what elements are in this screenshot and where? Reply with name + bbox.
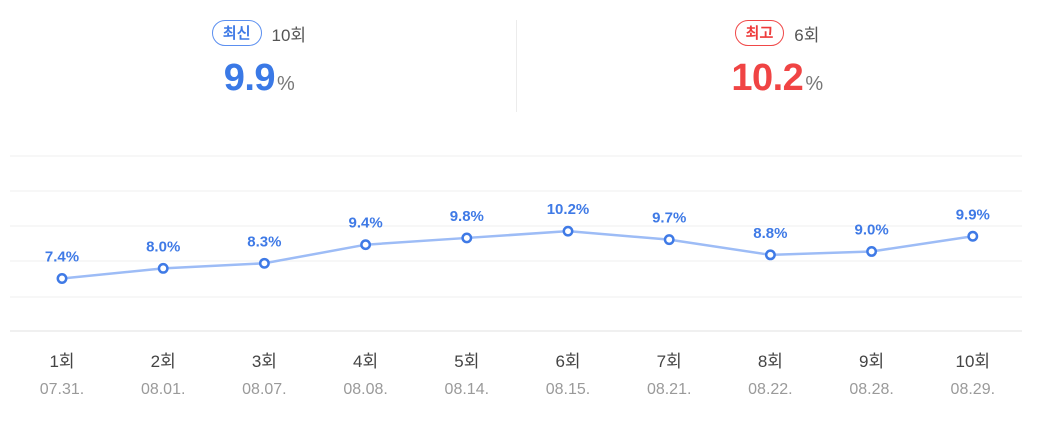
data-label: 8.0%	[146, 238, 180, 255]
episode-label: 7회	[656, 352, 682, 371]
data-label: 10.2%	[547, 201, 590, 218]
air-date-label: 08.07.	[242, 381, 287, 398]
episode-label: 6회	[555, 352, 581, 371]
latest-episode: 10회	[271, 25, 307, 45]
x-tick-label: 2회 08.01.	[118, 351, 208, 401]
data-point	[56, 273, 68, 284]
air-date-label: 08.15.	[545, 381, 591, 398]
data-point	[866, 246, 878, 257]
episode-label: 4회	[353, 352, 379, 371]
data-point	[461, 232, 473, 244]
x-tick-label: 5회 08.14.	[422, 351, 512, 401]
air-date-label: 08.01.	[140, 381, 186, 398]
data-label: 7.4%	[45, 249, 79, 266]
air-date-label: 08.08.	[343, 381, 388, 398]
episode-label: 1회	[49, 352, 75, 371]
data-point	[157, 262, 169, 274]
latest-rating-value: 9.9	[223, 57, 276, 99]
data-point	[663, 234, 675, 246]
x-tick-label: 10회 08.29.	[928, 351, 1018, 401]
episode-label: 9회	[859, 352, 885, 371]
data-label: 9.7%	[652, 210, 686, 227]
best-rating-unit: %	[805, 73, 823, 95]
data-point	[562, 225, 574, 237]
data-label: 9.0%	[854, 221, 888, 238]
air-date-label: 08.22.	[748, 381, 793, 398]
episode-label: 10회	[955, 352, 991, 371]
latest-rating-unit: %	[277, 73, 295, 95]
data-label: 9.9%	[956, 206, 990, 223]
data-label: 9.8%	[450, 208, 484, 225]
data-point	[764, 249, 776, 261]
latest-badge: 최신	[211, 20, 262, 46]
data-point	[258, 257, 270, 269]
episode-label: 2회	[150, 352, 176, 371]
best-badge: 최고	[734, 20, 785, 46]
ratings-line-chart: 7.4% 8.0% 8.3% 9.4% 9.8% 10.2% 9.7% 8.8% 9.0% 9.9…	[10, 155, 1022, 332]
data-point	[360, 239, 372, 251]
episode-label: 8회	[757, 352, 783, 371]
best-rating: 10.2%	[518, 58, 1036, 104]
air-date-label: 08.21.	[646, 381, 692, 398]
rating-series-line	[61, 229, 973, 280]
x-tick-label: 7회 08.21.	[624, 351, 714, 401]
data-label: 9.4%	[348, 215, 382, 232]
x-tick-label: 1회 07.31.	[17, 351, 107, 401]
x-tick-label: 4회 08.08.	[321, 351, 411, 401]
summary-divider	[516, 20, 517, 112]
data-label: 8.8%	[753, 225, 787, 242]
data-point	[967, 230, 979, 242]
best-rating-value: 10.2	[731, 57, 804, 99]
air-date-label: 08.28.	[849, 381, 894, 398]
episode-label: 5회	[454, 352, 480, 371]
latest-summary: 최신 10회 9.9%	[0, 18, 518, 113]
rating-summary: 최신 10회 9.9% 최고 6회 10.2%	[0, 0, 1041, 120]
episode-label: 3회	[251, 352, 277, 371]
x-tick-label: 8회 08.22.	[725, 351, 815, 401]
best-episode: 6회	[794, 25, 820, 45]
x-tick-label: 6회 08.15.	[523, 351, 613, 401]
best-summary: 최고 6회 10.2%	[518, 18, 1036, 113]
air-date-label: 08.29.	[950, 381, 996, 398]
latest-rating: 9.9%	[0, 58, 518, 104]
x-tick-label: 3회 08.07.	[219, 351, 309, 401]
air-date-label: 07.31.	[39, 381, 85, 398]
data-label: 8.3%	[247, 233, 281, 250]
air-date-label: 08.14.	[444, 381, 490, 398]
x-tick-label: 9회 08.28.	[827, 351, 917, 401]
